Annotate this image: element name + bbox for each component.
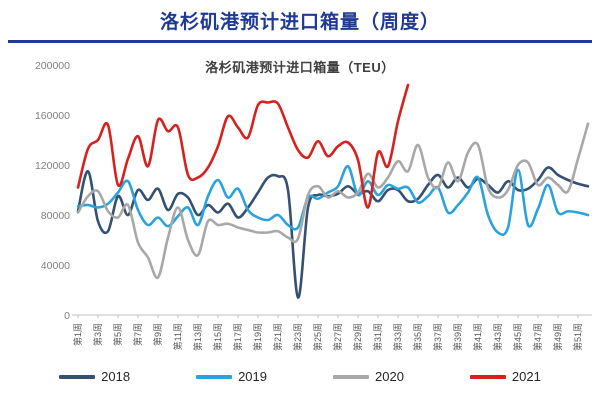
chart-svg: 0 40000 80000 120000 160000 200000 第1周 第3周 第5周 第7… <box>35 60 592 351</box>
legend-item-2018: 2018 <box>59 369 130 384</box>
x-axis-tick-label: 第35周 <box>412 323 423 351</box>
legend-swatch-2018 <box>59 374 96 379</box>
x-axis-tick-label: 第23周 <box>292 323 303 351</box>
x-axis-tick-label: 第47周 <box>532 323 543 351</box>
chart-area: 0 40000 80000 120000 160000 200000 第1周 第3周 第5周 第7… <box>0 43 600 365</box>
legend-label-2020: 2020 <box>375 369 404 384</box>
x-axis-tick-label: 第3周 <box>92 323 103 346</box>
x-axis-tick-label: 第19周 <box>252 323 263 351</box>
report-header: 洛杉矶港预计进口箱量（周度） <box>0 0 600 43</box>
x-axis-tick-label: 第39周 <box>452 323 463 351</box>
page-title: 洛杉矶港预计进口箱量（周度） <box>159 11 440 33</box>
x-axis-tick-label: 第43周 <box>492 323 503 351</box>
series-line-2020 <box>76 122 590 280</box>
y-axis-tick-label: 160000 <box>35 110 70 122</box>
y-axis-tick-label: 80000 <box>41 210 70 222</box>
x-axis-tick-label: 第51周 <box>572 323 583 351</box>
x-axis-tick-label: 第25周 <box>312 323 323 351</box>
x-axis-tick-label: 第15周 <box>212 323 223 351</box>
x-axis-tick-label: 第45周 <box>512 323 523 351</box>
title-divider <box>8 40 592 43</box>
x-axis-tick-label: 第11周 <box>172 323 183 350</box>
x-axis-tick-label: 第29周 <box>352 323 363 351</box>
legend-swatch-2021 <box>469 374 506 379</box>
x-axis-tick-label: 第9周 <box>152 323 163 346</box>
legend-item-2019: 2019 <box>196 369 267 384</box>
x-axis-tick-label: 第31周 <box>372 323 383 351</box>
legend-swatch-2020 <box>333 374 369 379</box>
legend-item-2021: 2021 <box>469 369 541 384</box>
legend-label-2018: 2018 <box>101 369 131 384</box>
legend-label-2019: 2019 <box>238 369 267 384</box>
x-axis-tick-label: 第13周 <box>192 323 203 351</box>
series-line-2021 <box>76 83 410 209</box>
y-axis-tick-label: 120000 <box>35 160 70 172</box>
chart-title: 洛杉矶港预计进口箱量（TEU） <box>205 60 395 75</box>
x-axis-tick-label: 第37周 <box>432 323 443 351</box>
x-axis-tick-label: 第33周 <box>392 323 403 351</box>
x-axis-tick-label: 第5周 <box>112 323 123 346</box>
chart-legend: 2018 2019 2020 2021 <box>0 369 600 384</box>
legend-label-2021: 2021 <box>511 369 541 384</box>
x-axis-tick-label: 第21周 <box>272 323 283 351</box>
series-line-2018 <box>76 166 590 299</box>
legend-item-2020: 2020 <box>333 369 404 384</box>
y-axis-tick-label: 0 <box>64 310 70 322</box>
series-line-2019 <box>76 164 590 236</box>
x-axis-tick-label: 第41周 <box>472 323 483 351</box>
legend-swatch-2019 <box>196 374 233 379</box>
x-axis-tick-label: 第7周 <box>132 323 143 346</box>
y-axis-tick-label: 200000 <box>35 60 70 72</box>
x-axis-tick-label: 第49周 <box>552 323 563 351</box>
x-axis-tick-label: 第17周 <box>232 323 243 351</box>
x-axis-tick-label: 第1周 <box>72 323 83 346</box>
x-axis-tick-label: 第27周 <box>332 323 343 351</box>
y-axis-tick-label: 40000 <box>41 260 70 272</box>
